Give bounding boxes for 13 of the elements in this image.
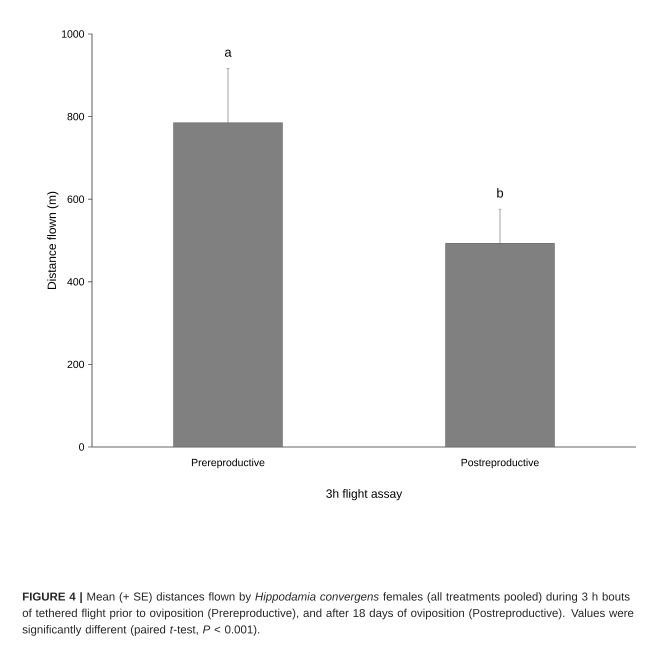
y-tick-label: 400	[67, 278, 84, 286]
y-tick-label: 200	[68, 360, 84, 368]
x-axis-title: 3h flight assay	[326, 489, 402, 500]
y-axis-title: Distance flown (m)	[47, 192, 58, 290]
annotation: b	[497, 188, 504, 198]
y-tick-label: 0	[79, 443, 84, 451]
x-tick-label: Postreproductive	[462, 458, 539, 468]
text: FIGURE 4 | Mean (+ SE) distances flown by Hippodamia convergens females (all treatments pooled) during 3 h bouts of tethered flight prior to oviposition (Prereproductive), and after 18 days of oviposition (Postreproductive). Values were significantly different (paired t-test, P < 0.001).	[22, 592, 634, 636]
y-tick-label: 800	[67, 112, 84, 120]
y-tick-label: 600	[68, 196, 84, 203]
x-tick-label: Prereproductive	[192, 458, 264, 468]
y-tick-label: 1000	[62, 30, 84, 38]
annotation: a	[224, 50, 232, 57]
